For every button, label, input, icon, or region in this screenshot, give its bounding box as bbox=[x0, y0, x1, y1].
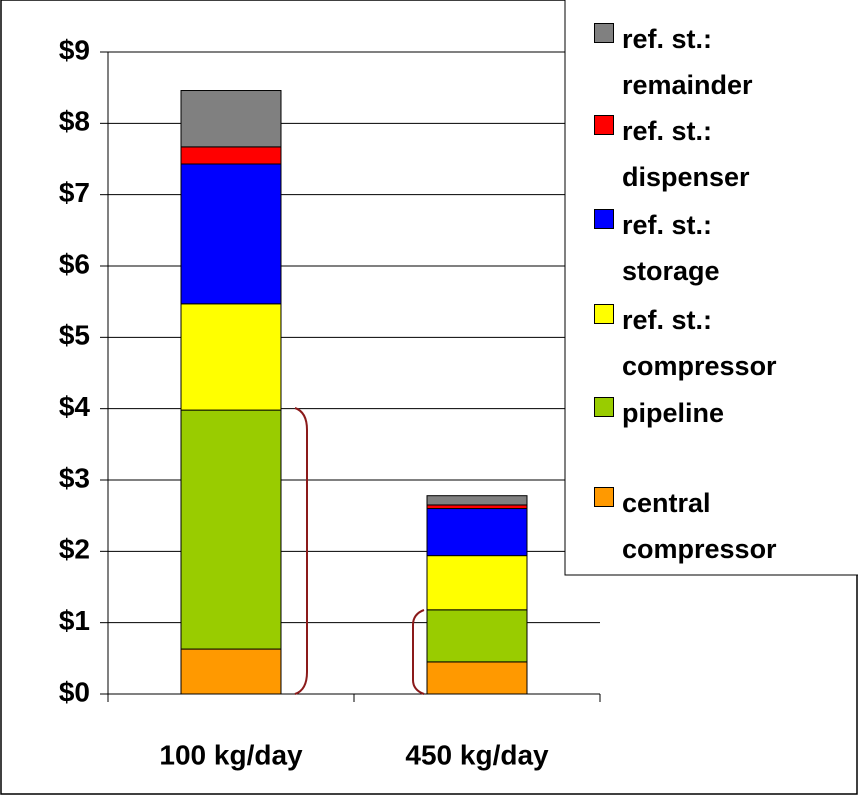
bars bbox=[180, 90, 528, 695]
legend-item: ref. st.: compressor bbox=[594, 297, 777, 389]
legend-label: ref. st.: compressor bbox=[622, 305, 777, 381]
bracket bbox=[294, 407, 308, 695]
legend-item: central compressor bbox=[594, 480, 777, 572]
legend-label: ref. st.: dispenser bbox=[622, 116, 750, 192]
legend-box bbox=[564, 0, 858, 576]
legend-label: central compressor bbox=[622, 488, 777, 564]
bar-segment bbox=[426, 661, 528, 695]
legend-item: pipeline bbox=[594, 390, 822, 436]
y-tick-label: $9 bbox=[59, 34, 90, 65]
bar-segment bbox=[180, 90, 282, 148]
y-tick-label: $1 bbox=[59, 605, 90, 636]
bar-segment bbox=[426, 609, 528, 663]
legend-swatch bbox=[594, 23, 614, 43]
axes: $0 $1 $2 $3 $4 $5 $6 $7 $8 $9 100 kg/day 450 kg/day bbox=[59, 34, 601, 770]
x-tick-label: 100 kg/day bbox=[159, 739, 303, 770]
y-tick-label: $3 bbox=[59, 462, 90, 493]
y-tick-label: $5 bbox=[59, 320, 90, 351]
y-tick-label: $8 bbox=[59, 106, 90, 137]
y-tick-label: $0 bbox=[59, 676, 90, 707]
y-tick-label: $7 bbox=[59, 177, 90, 208]
legend-item: ref. st.: dispenser bbox=[594, 108, 772, 200]
legend-label: pipeline bbox=[622, 398, 725, 428]
legend-swatch bbox=[594, 209, 614, 229]
bar-segment bbox=[426, 495, 528, 506]
x-tick-label: 450 kg/day bbox=[405, 739, 549, 770]
bar-segment bbox=[426, 555, 528, 611]
legend-swatch bbox=[594, 115, 614, 135]
bar-segment bbox=[180, 146, 282, 165]
bar-segment bbox=[180, 409, 282, 650]
bar-segment bbox=[426, 504, 528, 510]
legend-label: ref. st.: remainder bbox=[622, 24, 753, 100]
y-tick-label: $2 bbox=[59, 534, 90, 565]
bar-segment bbox=[180, 163, 282, 305]
legend-item: ref. st.: storage bbox=[594, 202, 772, 294]
legend-swatch bbox=[594, 397, 614, 417]
legend-label: ref. st.: storage bbox=[622, 210, 720, 286]
legend-swatch bbox=[594, 304, 614, 324]
bar-segment bbox=[180, 648, 282, 695]
bar-segment bbox=[426, 508, 528, 557]
bar-segment bbox=[180, 303, 282, 411]
legend-swatch bbox=[594, 487, 614, 507]
y-tick-label: $4 bbox=[59, 391, 91, 422]
legend-item: ref. st.: remainder bbox=[594, 16, 772, 108]
y-tick-label: $6 bbox=[59, 248, 90, 279]
bracket bbox=[412, 609, 425, 695]
